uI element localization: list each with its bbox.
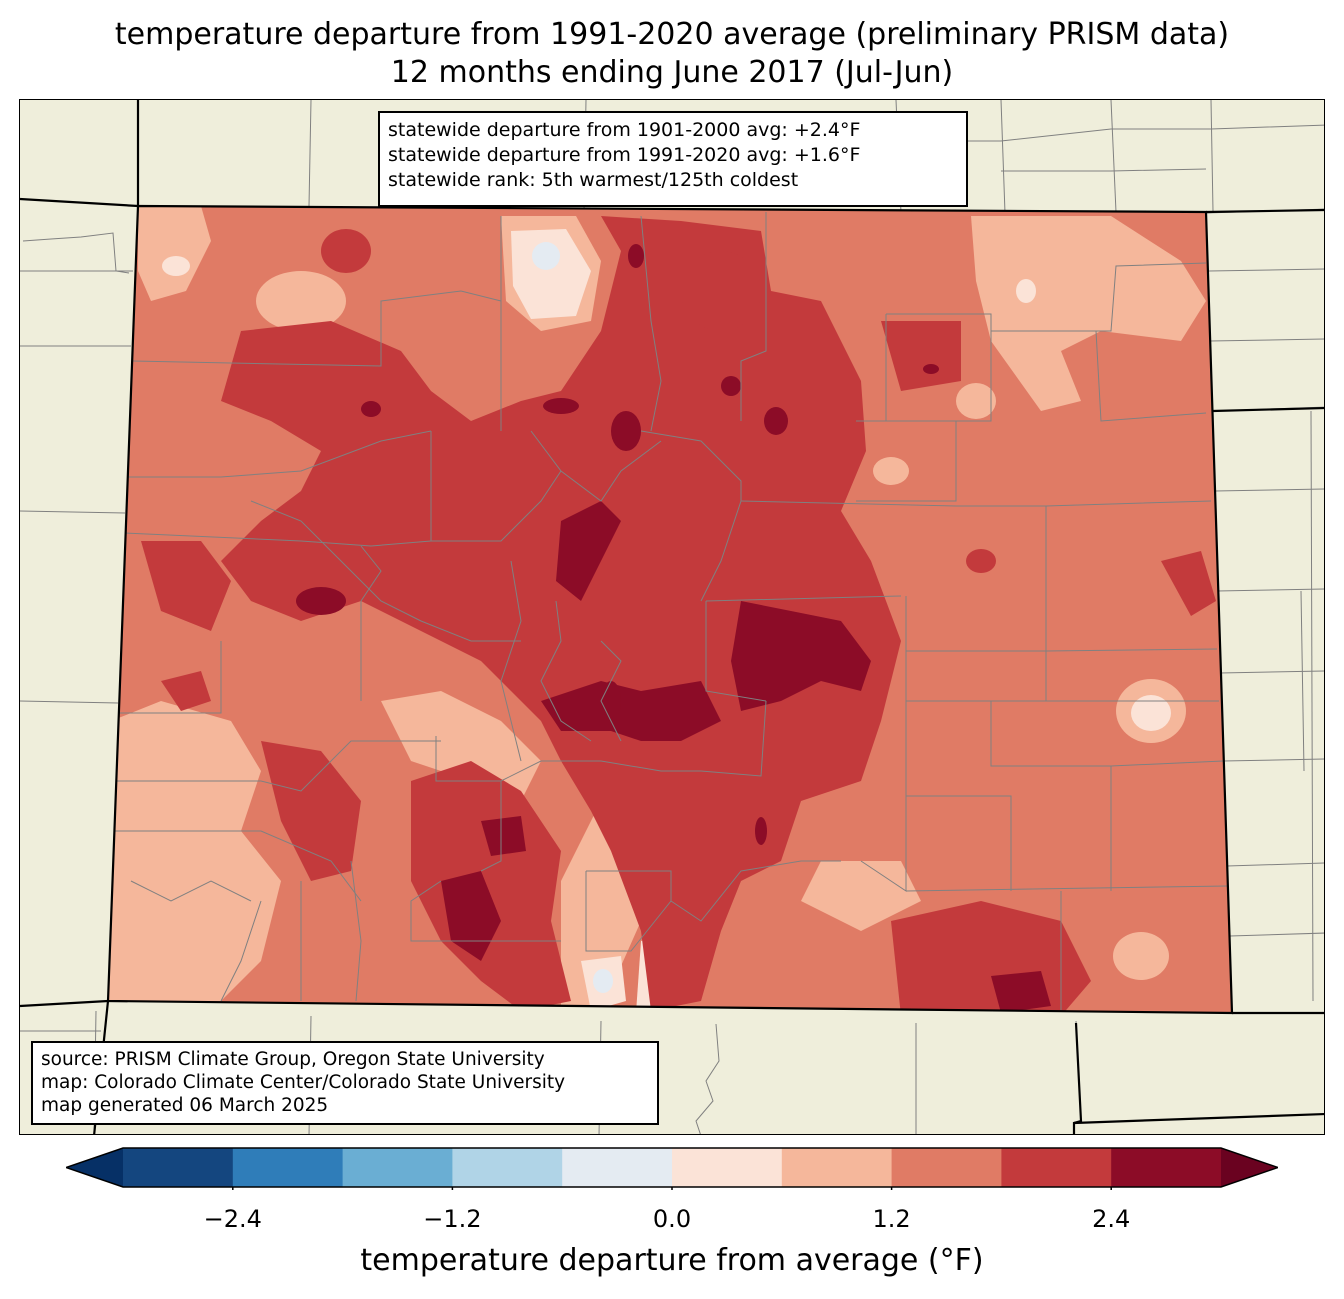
credits-source: source: PRISM Climate Group, Oregon Stat… xyxy=(41,1049,545,1070)
colorbar-tick-label: 0.0 xyxy=(652,1205,692,1233)
colorbar xyxy=(66,1147,1278,1190)
colorbar-segment xyxy=(891,1148,1002,1187)
contour-2.4-3.0 xyxy=(296,244,1051,1013)
colorbar-segment xyxy=(562,1148,673,1187)
credits-box: source: PRISM Climate Group, Oregon Stat… xyxy=(31,1041,659,1125)
colorbar-over-arrow xyxy=(1221,1148,1278,1187)
credits-map: map: Colorado Climate Center/Colorado St… xyxy=(41,1072,566,1093)
credits-generated: map generated 06 March 2025 xyxy=(41,1095,329,1116)
statewide-stats-box: statewide departure from 1901-2000 avg: … xyxy=(378,111,968,207)
colorbar-under-arrow xyxy=(66,1148,123,1187)
colorbar-segment xyxy=(781,1148,893,1187)
colorbar-segment xyxy=(1111,1148,1222,1187)
colorbar-segment xyxy=(342,1148,453,1187)
temperature-field xyxy=(108,206,1232,1013)
colorbar-tick-label: −2.4 xyxy=(203,1205,262,1233)
stats-departure-1991-2020: statewide departure from 1991-2020 avg: … xyxy=(388,144,861,166)
colorbar-segment xyxy=(232,1148,344,1187)
map-subtitle: 12 months ending June 2017 (Jul-Jun) xyxy=(390,55,954,90)
colorbar-segment xyxy=(672,1148,783,1187)
contour-1.8-2.4 xyxy=(141,216,1216,1013)
map-title: temperature departure from 1991-2020 ave… xyxy=(114,17,1230,52)
colorbar-tick-label: 2.4 xyxy=(1092,1205,1131,1233)
colorbar-tick-label: 1.2 xyxy=(872,1205,911,1233)
stats-rank: statewide rank: 5th warmest/125th coldes… xyxy=(388,169,799,191)
colorado-temperature-map xyxy=(19,99,1325,1135)
stats-departure-1901-2000: statewide departure from 1901-2000 avg: … xyxy=(388,119,861,141)
colorbar-label: temperature departure from average (°F) xyxy=(360,1243,984,1278)
colorbar-segment xyxy=(1001,1148,1112,1187)
colorado-county-lines xyxy=(113,212,1228,1011)
colorbar-tick-label: −1.2 xyxy=(423,1205,482,1233)
map-canvas xyxy=(20,100,1324,1134)
colorbar-outline xyxy=(66,1147,1278,1188)
colorbar-segment xyxy=(452,1148,563,1187)
colorbar-segment xyxy=(123,1148,234,1187)
